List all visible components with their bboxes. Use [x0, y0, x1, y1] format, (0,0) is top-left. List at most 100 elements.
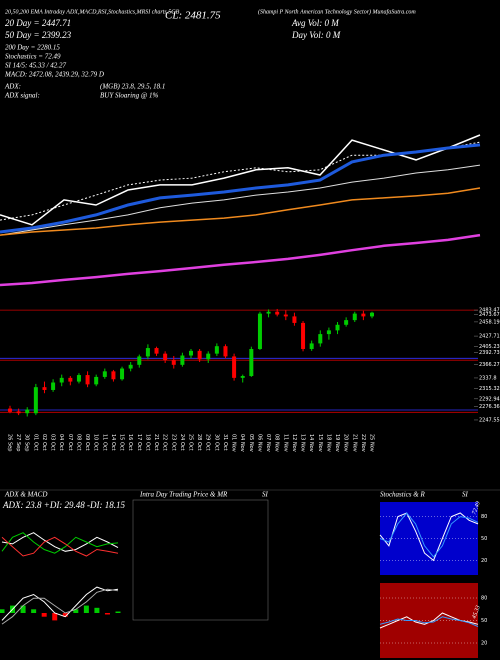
y-tick-label: 2247.55 [479, 417, 500, 423]
y-tick-label: 50 [481, 536, 487, 542]
candle-body [76, 375, 81, 382]
histogram-bar [31, 609, 37, 613]
y-tick-label: 2292.94 [479, 396, 500, 402]
histogram-bar [115, 611, 121, 613]
annotation: 20,50,200 EMA Intraday ADX,MACD,RSI,Stoc… [5, 9, 180, 15]
annotation: CL: 2481.75 [165, 10, 221, 22]
panel-frame [132, 499, 269, 621]
x-tick-label: 09 Oct [84, 434, 90, 451]
x-tick-label: 18 Nov [325, 434, 331, 452]
x-tick-label: 05 Nov [248, 434, 254, 452]
x-tick-label: 18 Oct [144, 434, 150, 451]
y-tick-label: 80 [481, 514, 487, 520]
x-tick-label: 04 Oct [58, 434, 64, 451]
candle-body [145, 348, 150, 357]
y-tick-label: 2483.47 [479, 308, 500, 314]
histogram-bar [62, 613, 68, 617]
x-tick-label: 25 Nov [369, 434, 375, 452]
series-line [0, 143, 481, 234]
x-tick-label: 13 Nov [300, 434, 306, 452]
candle-body [344, 320, 349, 325]
series-line [1, 586, 119, 621]
candle-body [180, 355, 185, 365]
candle-body [292, 316, 297, 323]
histogram-bar [41, 613, 47, 617]
candle-body [335, 324, 340, 331]
panel-title: ADX & MACD [4, 491, 47, 499]
y-tick-label: 2337.8 [479, 375, 497, 381]
series-line [379, 616, 479, 627]
x-tick-label: 06 Nov [256, 434, 262, 452]
x-tick-label: 20 Nov [343, 434, 349, 452]
candle-body [275, 311, 280, 315]
x-tick-label: 12 Nov [291, 434, 297, 452]
annotation: (MGB) 23.8, 29.5, 18.1 [100, 83, 165, 91]
candle-body [326, 330, 331, 335]
series-line [0, 187, 481, 236]
x-tick-label: 25 Oct [188, 434, 194, 451]
candle-body [171, 360, 176, 365]
candle-body [361, 313, 366, 317]
x-tick-label: 22 Nov [360, 434, 366, 452]
x-tick-label: 08 Oct [75, 434, 81, 451]
candle-body [266, 311, 271, 314]
y-tick-label: 20 [481, 641, 487, 647]
panel-subtitle: ADX: 23.8 +DI: 29.48 -DI: 18.15 [2, 500, 126, 510]
candle-body [94, 376, 99, 385]
panel-title: Stochastics & R [380, 491, 425, 499]
candle-body [59, 377, 64, 383]
x-tick-label: 29 Oct [205, 434, 211, 451]
candle-body [318, 334, 323, 344]
y-tick-label: 50 [481, 618, 487, 624]
candle-body [68, 377, 73, 382]
y-tick-label: 2458.19 [479, 319, 500, 325]
histogram-bar [20, 605, 26, 613]
annotation: SI 14/5: 45.33 / 42.27 [5, 62, 67, 70]
candle-body [16, 411, 21, 414]
candle-body [8, 408, 12, 412]
series-line [0, 233, 481, 287]
x-tick-label: 15 Oct [119, 434, 125, 451]
y-tick-label: 2276.36 [479, 404, 500, 410]
histogram-bar [73, 609, 79, 613]
y-tick-label: 2473.67 [479, 312, 500, 318]
x-tick-label: 07 Oct [67, 434, 73, 451]
candle-body [163, 353, 168, 361]
x-tick-label: 01 Oct [32, 434, 38, 451]
candle-body [120, 368, 125, 380]
x-tick-label: 07 Nov [265, 434, 271, 452]
histogram-bar [83, 605, 89, 613]
annotation: ADX: [4, 83, 21, 91]
annotation: (Shampi P North American Technology Sect… [258, 8, 416, 15]
x-tick-label: 31 Oct [222, 434, 228, 451]
annotation: 20 Day = 2447.71 [5, 18, 71, 28]
candle-body [85, 375, 90, 385]
histogram-bar [104, 613, 110, 615]
histogram-bar [0, 609, 5, 613]
candle-body [128, 364, 133, 369]
candle-body [309, 343, 314, 349]
series-line [1, 588, 119, 625]
candle-body [102, 371, 107, 377]
candle-body [33, 387, 38, 414]
candle-body [42, 387, 47, 390]
series-line [1, 536, 119, 557]
y-tick-label: 2392.73 [479, 350, 500, 356]
candle-body [214, 346, 219, 354]
x-tick-label: 15 Nov [317, 434, 323, 452]
candle-body [370, 312, 374, 317]
candle-body [206, 353, 211, 360]
candle-body [352, 313, 357, 321]
candle-body [137, 356, 142, 365]
x-tick-label: 27 Sep [15, 434, 21, 451]
x-tick-label: 28 Oct [196, 434, 202, 451]
candle-body [189, 350, 193, 356]
histogram-bar [94, 607, 100, 613]
y-tick-label: 20 [481, 558, 487, 564]
x-tick-label: 24 Oct [179, 434, 185, 451]
x-tick-label: 01 Nov [231, 434, 237, 452]
candle-body [301, 322, 306, 349]
x-tick-label: 11 Nov [282, 434, 288, 452]
